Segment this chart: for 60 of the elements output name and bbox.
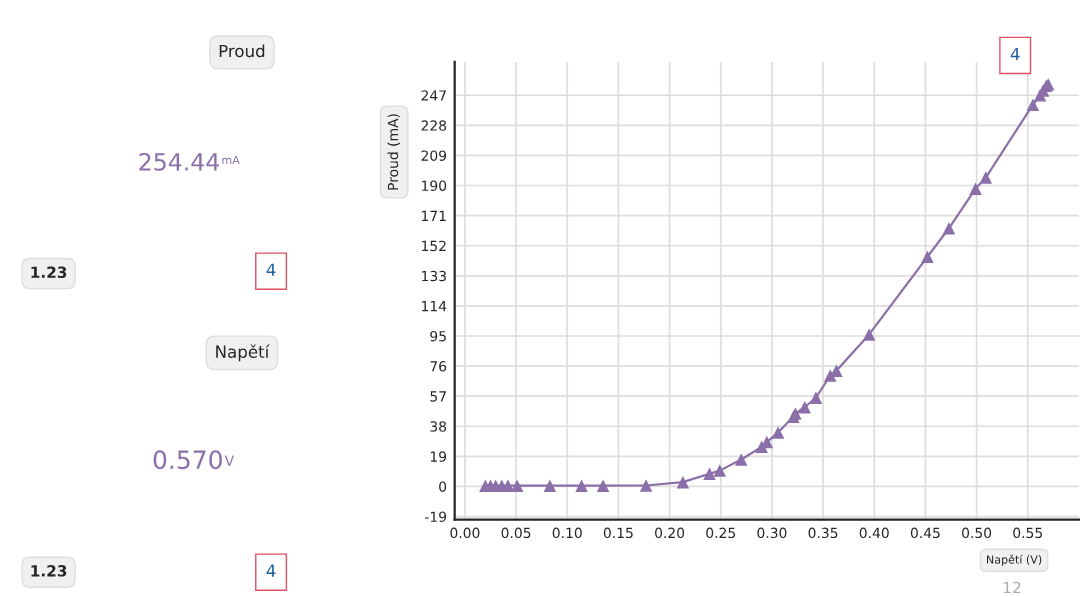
text: 1.23 — [31, 565, 67, 577]
x-tick-label: 0.05 — [501, 527, 531, 539]
point — [942, 222, 956, 235]
y-tick-label: 95 — [430, 330, 446, 342]
point — [771, 426, 785, 439]
y-tick-label: 0 — [439, 481, 447, 492]
text: 12 — [1003, 581, 1021, 594]
y-tick-label: 190 — [422, 180, 447, 191]
y-tick-label: 228 — [421, 120, 447, 131]
y-tick-label: 57 — [430, 391, 446, 402]
y-tick-label: 19 — [430, 451, 447, 462]
text: 4 — [1010, 47, 1020, 61]
point — [676, 475, 690, 489]
point — [639, 479, 653, 492]
point — [979, 171, 993, 184]
x-tick-label: 0.50 — [962, 527, 992, 539]
x-tick-label: 0.25 — [706, 527, 735, 539]
point — [969, 182, 982, 195]
x-tick-label: 0.40 — [859, 527, 889, 539]
y-axis-title: Proud (mA) — [387, 114, 400, 190]
x-tick-label: 0.55 — [1013, 527, 1042, 539]
point — [543, 479, 557, 492]
x-tick-label: 0.10 — [552, 527, 582, 539]
text: V — [224, 455, 235, 466]
x-tick-label: 0.45 — [910, 527, 940, 539]
y-tick-label: 171 — [422, 210, 446, 221]
text: 254.44 — [139, 152, 219, 171]
point — [1026, 98, 1040, 111]
point — [596, 479, 610, 492]
y-tick-label: 114 — [422, 301, 447, 312]
x-tick-label: 0.00 — [450, 527, 480, 539]
point — [862, 328, 876, 341]
point — [713, 464, 726, 477]
point — [510, 479, 524, 492]
y-tick-label: -19 — [425, 511, 447, 523]
y-tick-label: 76 — [430, 361, 447, 372]
text: mA — [222, 155, 240, 164]
point — [921, 250, 934, 264]
point — [830, 364, 843, 378]
point — [734, 453, 748, 466]
text: 0.570 — [153, 450, 222, 470]
y-tick-label: 209 — [421, 150, 447, 161]
point — [798, 401, 811, 414]
x-tick-label: 0.20 — [655, 527, 685, 539]
point — [575, 479, 588, 492]
y-tick-label: 38 — [430, 421, 447, 432]
y-tick-label: 247 — [421, 90, 446, 101]
text: Proud — [219, 44, 265, 58]
y-tick-label: 152 — [422, 240, 446, 252]
y-tick-label: 133 — [422, 270, 446, 282]
point — [809, 391, 823, 405]
text: Napětí — [216, 344, 270, 362]
text: 4 — [266, 564, 276, 577]
x-tick-label: 0.35 — [808, 527, 838, 539]
x-tick-label: 0.15 — [603, 527, 633, 539]
point — [703, 467, 716, 481]
text: 4 — [266, 263, 276, 276]
text: 1.23 — [31, 266, 67, 278]
x-axis-title: Napětí (V) — [987, 554, 1042, 566]
x-tick-label: 0.30 — [757, 527, 787, 539]
